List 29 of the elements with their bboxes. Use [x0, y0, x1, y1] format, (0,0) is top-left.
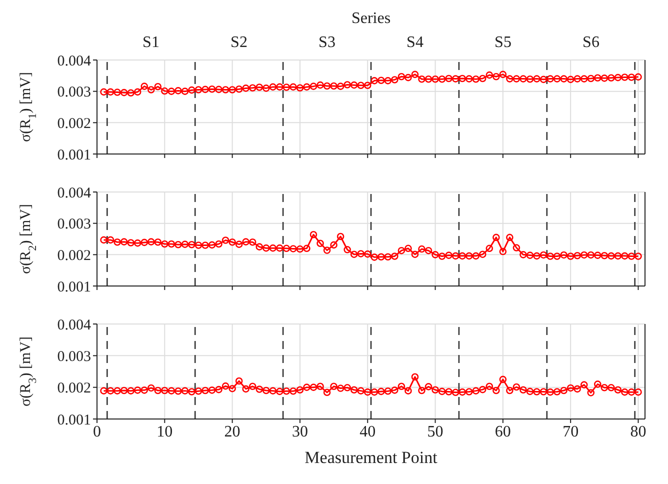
- y-tick-label: 0.004: [57, 185, 92, 202]
- x-tick-label: 70: [562, 423, 579, 440]
- x-tick-label: 20: [224, 423, 240, 440]
- y-tick-label: 0.003: [57, 348, 91, 365]
- x-tick-label: 10: [156, 423, 173, 440]
- text: S4: [406, 34, 424, 52]
- y-tick-label: 0.002: [57, 380, 91, 397]
- x-tick-label: 80: [630, 423, 646, 440]
- text: S2: [230, 34, 248, 52]
- y-tick-label: 0.002: [57, 116, 91, 132]
- y-tick-label: 0.003: [57, 216, 91, 233]
- x-tick-label: 60: [494, 423, 511, 440]
- x-tick-label: 0: [93, 423, 101, 440]
- y-tick-label: 0.001: [57, 412, 91, 428]
- x-tick-label: 50: [427, 423, 444, 440]
- text: S1: [142, 34, 160, 52]
- x-tick-label: 30: [292, 423, 308, 440]
- y-tick-label: 0.004: [57, 317, 92, 334]
- y-tick-label: 0.001: [57, 147, 91, 164]
- x-tick-label: 40: [360, 423, 376, 440]
- x2-axis-title: Series: [350, 10, 392, 28]
- text: S3: [318, 34, 336, 52]
- y-tick-label: 0.004: [57, 53, 92, 70]
- x-axis-title: Measurement Point: [304, 448, 438, 467]
- y-tick-label: 0.001: [57, 279, 91, 296]
- text: S6: [582, 34, 600, 52]
- y-tick-label: 0.002: [57, 248, 91, 264]
- y-tick-label: 0.003: [57, 84, 91, 101]
- text: S5: [494, 34, 512, 52]
